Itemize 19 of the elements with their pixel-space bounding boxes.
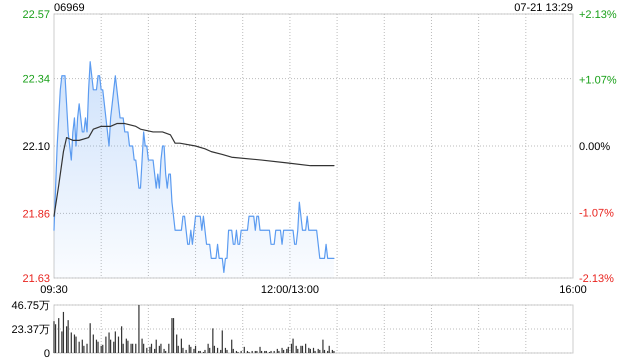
x-tick-label: 16:00 [559, 284, 587, 296]
y2-tick-label: +2.13% [579, 9, 617, 21]
x-tick-label: 12:00/13:00 [260, 284, 319, 296]
y-tick-label: 22.57 [22, 9, 50, 21]
chart-subtitle: 07-21 13:29 [514, 2, 573, 14]
x-tick-label: 09:30 [40, 284, 68, 296]
y-tick-label: 21.86 [22, 208, 50, 220]
y2-tick-label: -1.07% [579, 207, 614, 220]
chart-title: 06969 [54, 2, 85, 14]
y-tick-label: 21.63 [22, 273, 50, 285]
y-tick-label: 23.37万 [11, 324, 50, 336]
y-tick-label: 0 [44, 348, 50, 360]
y-tick-label: 22.34 [22, 74, 50, 86]
y2-tick-label: +1.07% [579, 74, 617, 87]
y2-tick-label: 0.00% [579, 141, 610, 153]
y-tick-label: 22.10 [22, 141, 50, 153]
y2-tick-label: -2.13% [579, 273, 614, 285]
line-series [53, 122, 335, 217]
y-tick-label: 46.75万 [11, 300, 50, 312]
